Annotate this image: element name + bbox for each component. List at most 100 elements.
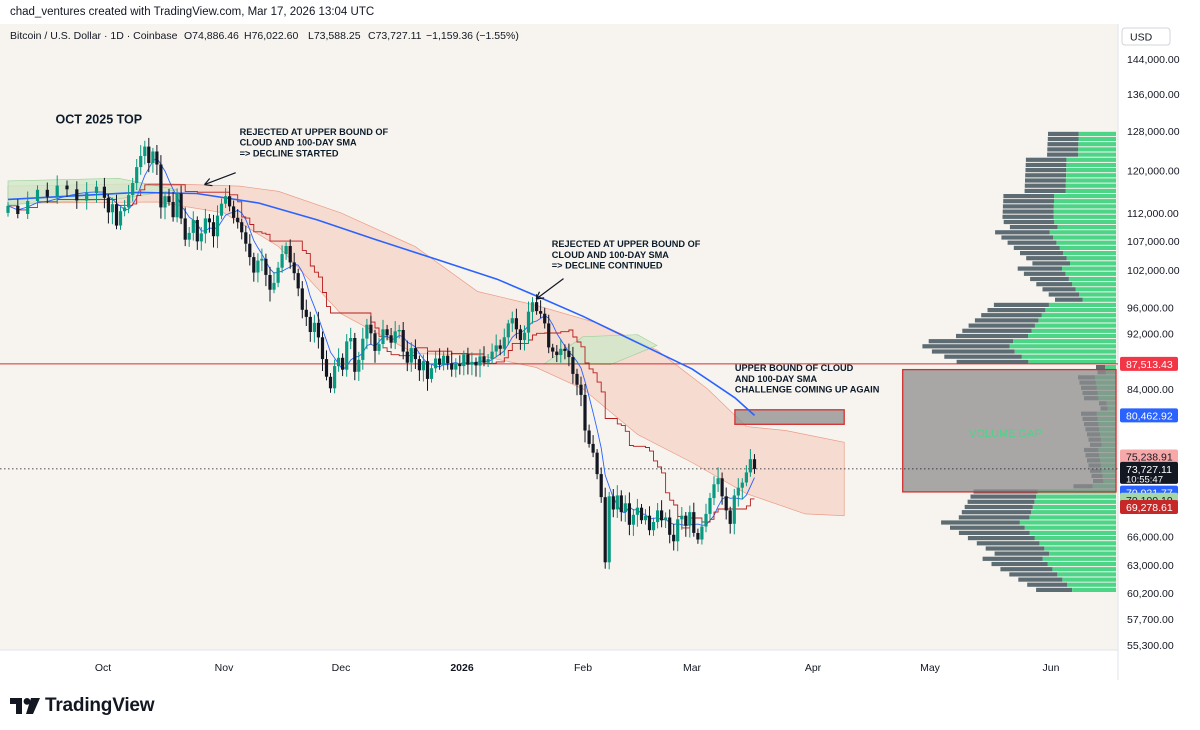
- candle: [732, 488, 736, 535]
- candle: [417, 355, 421, 381]
- candle: [219, 198, 224, 220]
- time-tick-label: Nov: [215, 662, 234, 674]
- candle: [389, 328, 393, 349]
- legend-change: −1,159.36 (−1.55%): [426, 30, 519, 42]
- volume-profile-row: [995, 230, 1116, 235]
- time-tick-label: 2026: [450, 662, 474, 674]
- candle: [296, 268, 300, 297]
- volume-profile-row: [993, 302, 1116, 307]
- volume-profile-row: [964, 504, 1116, 510]
- price-tick-label: 66,000.00: [1127, 532, 1174, 544]
- candle: [179, 185, 183, 225]
- candle: [611, 489, 615, 518]
- price-badge: 87,513.43: [1120, 356, 1178, 371]
- candle: [631, 509, 635, 536]
- candle: [539, 300, 543, 318]
- candle: [688, 505, 692, 538]
- time-tick-label: Apr: [805, 662, 822, 674]
- price-tick-label: 112,000.00: [1127, 208, 1179, 220]
- candle: [668, 509, 672, 544]
- candle: [603, 487, 607, 569]
- candle: [728, 506, 732, 534]
- candle: [175, 188, 179, 223]
- candle: [595, 449, 599, 480]
- candle: [264, 253, 268, 287]
- volume-profile-row: [974, 318, 1116, 323]
- candle: [736, 478, 740, 507]
- candle: [6, 202, 10, 217]
- volume-profile-row: [1027, 582, 1116, 587]
- candle: [167, 188, 171, 206]
- price-tick-label: 136,000.00: [1127, 89, 1180, 101]
- volume-profile-row: [931, 349, 1116, 354]
- candle: [341, 353, 345, 377]
- candle: [207, 214, 211, 233]
- volume-profile-row: [1018, 577, 1116, 582]
- candle: [571, 346, 575, 384]
- volume-profile-row: [994, 551, 1116, 556]
- candle: [393, 321, 397, 350]
- time-tick-label: Mar: [683, 662, 702, 674]
- candle: [510, 311, 514, 332]
- volume-profile-row: [1036, 587, 1116, 592]
- price-axis[interactable]: 144,000.00 136,000.00 128,000.00 120,000.00…: [1127, 54, 1180, 652]
- candle: [696, 528, 700, 544]
- candle: [320, 331, 325, 371]
- price-badge-value: 87,513.43: [1126, 359, 1173, 371]
- candle: [454, 358, 458, 378]
- annotation-line: => DECLINE CONTINUED: [552, 261, 663, 271]
- volume-profile-row: [1009, 225, 1116, 230]
- candle: [397, 324, 401, 339]
- volume-profile-row: [941, 520, 1116, 525]
- price-tick-label: 60,200.00: [1127, 588, 1174, 600]
- candle: [187, 227, 191, 247]
- candle: [284, 242, 288, 260]
- candle: [316, 311, 320, 349]
- candle: [280, 245, 284, 273]
- candle: [215, 205, 220, 249]
- candle: [224, 188, 228, 208]
- candle: [333, 359, 337, 394]
- candle: [752, 454, 757, 474]
- candle: [567, 343, 571, 367]
- candle: [252, 252, 256, 282]
- candlestick-series[interactable]: [6, 137, 757, 570]
- candle: [195, 216, 199, 250]
- candle: [361, 327, 365, 370]
- volume-profile-row: [1026, 256, 1116, 261]
- candle: [478, 349, 482, 378]
- candle: [55, 175, 59, 204]
- annotation-line: CLOUD AND 100-DAY SMA: [552, 250, 669, 260]
- volume-profile-row: [1048, 292, 1116, 297]
- annotation-line: OCT 2025 TOP: [56, 113, 143, 127]
- price-tick-label: 102,000.00: [1127, 265, 1180, 277]
- time-axis[interactable]: Oct Nov Dec 2026 Feb Mar Apr May Jun: [95, 662, 1060, 674]
- candle: [304, 299, 308, 326]
- volume-profile-row: [1024, 183, 1116, 188]
- volume-profile-row: [967, 536, 1116, 541]
- price-badges: 87,513.43 80,462.92 75,238.9173,727.1110:5…: [1120, 356, 1178, 514]
- candle: [143, 140, 147, 165]
- price-badge-value: 80,462.92: [1126, 410, 1173, 422]
- legend-open: O74,886.46: [184, 30, 239, 42]
- candle: [442, 350, 446, 371]
- candle: [559, 339, 563, 363]
- candle: [708, 492, 712, 521]
- currency-label: USD: [1130, 32, 1153, 44]
- candle: [127, 184, 131, 214]
- candle: [199, 226, 203, 251]
- candle: [373, 329, 377, 363]
- candle: [300, 281, 304, 319]
- candle: [656, 503, 660, 529]
- candle: [288, 239, 292, 269]
- candle: [563, 344, 567, 360]
- candle: [183, 207, 187, 247]
- candle: [490, 343, 494, 365]
- price-badge-value: 73,727.11: [1126, 464, 1172, 476]
- candle: [413, 339, 417, 369]
- currency-selector[interactable]: USD: [1121, 27, 1171, 46]
- candle: [434, 351, 438, 373]
- candle: [458, 355, 462, 375]
